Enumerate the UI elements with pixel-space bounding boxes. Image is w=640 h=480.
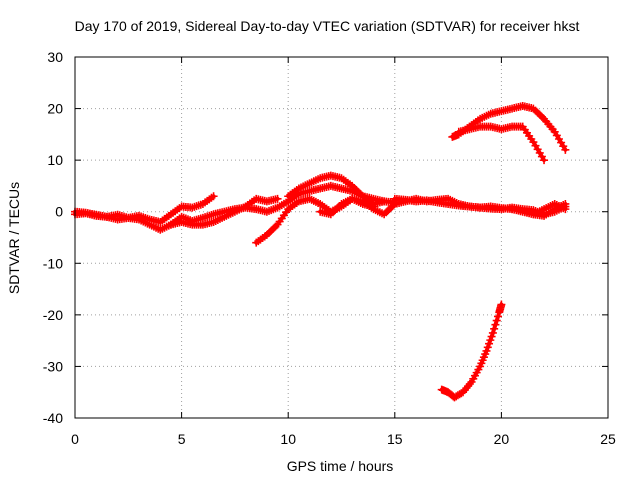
data-point	[273, 194, 282, 203]
chart-title: Day 170 of 2019, Sidereal Day-to-day VTE…	[75, 18, 580, 34]
series-trace-11	[437, 300, 506, 402]
y-tick-label: 30	[47, 49, 63, 65]
y-tick-label: -30	[43, 358, 63, 374]
data-series	[71, 101, 570, 402]
y-tick-label: 10	[47, 152, 63, 168]
data-point	[493, 312, 502, 321]
series-trace-10	[454, 122, 549, 165]
data-point	[486, 336, 495, 345]
data-point	[561, 145, 570, 154]
data-point	[497, 300, 506, 309]
x-axis-label: GPS time / hours	[287, 458, 394, 474]
data-point	[491, 320, 500, 329]
x-tick-label: 0	[71, 431, 79, 447]
series-trace-5	[284, 171, 389, 208]
x-tick-label: 15	[387, 431, 403, 447]
x-tick-label: 5	[178, 431, 186, 447]
y-tick-label: -10	[43, 255, 63, 271]
series-trace-3	[166, 194, 282, 229]
axis-ticks: 0 5 10 15 20 25 -40 -30 -20 -10 0 10 20 30	[43, 49, 616, 447]
data-point	[209, 192, 218, 201]
data-point	[540, 156, 549, 165]
data-point	[380, 197, 389, 206]
data-point	[488, 328, 497, 337]
data-point	[492, 316, 501, 325]
series-trace-8	[508, 199, 570, 219]
series-trace-2	[71, 192, 218, 227]
y-tick-label: 20	[47, 101, 63, 117]
y-tick-label: 0	[55, 204, 63, 220]
data-point	[490, 324, 499, 333]
data-point	[485, 339, 494, 348]
y-tick-label: -40	[43, 410, 63, 426]
data-point	[483, 343, 492, 352]
x-tick-label: 20	[494, 431, 510, 447]
grid	[75, 57, 608, 418]
x-tick-label: 10	[280, 431, 296, 447]
data-point	[482, 346, 491, 355]
x-tick-label: 25	[600, 431, 616, 447]
data-point	[561, 205, 570, 214]
data-point	[487, 332, 496, 341]
y-tick-label: -20	[43, 307, 63, 323]
y-axis-label: SDTVAR / TECUs	[6, 182, 22, 294]
plot-frame	[74, 56, 609, 419]
